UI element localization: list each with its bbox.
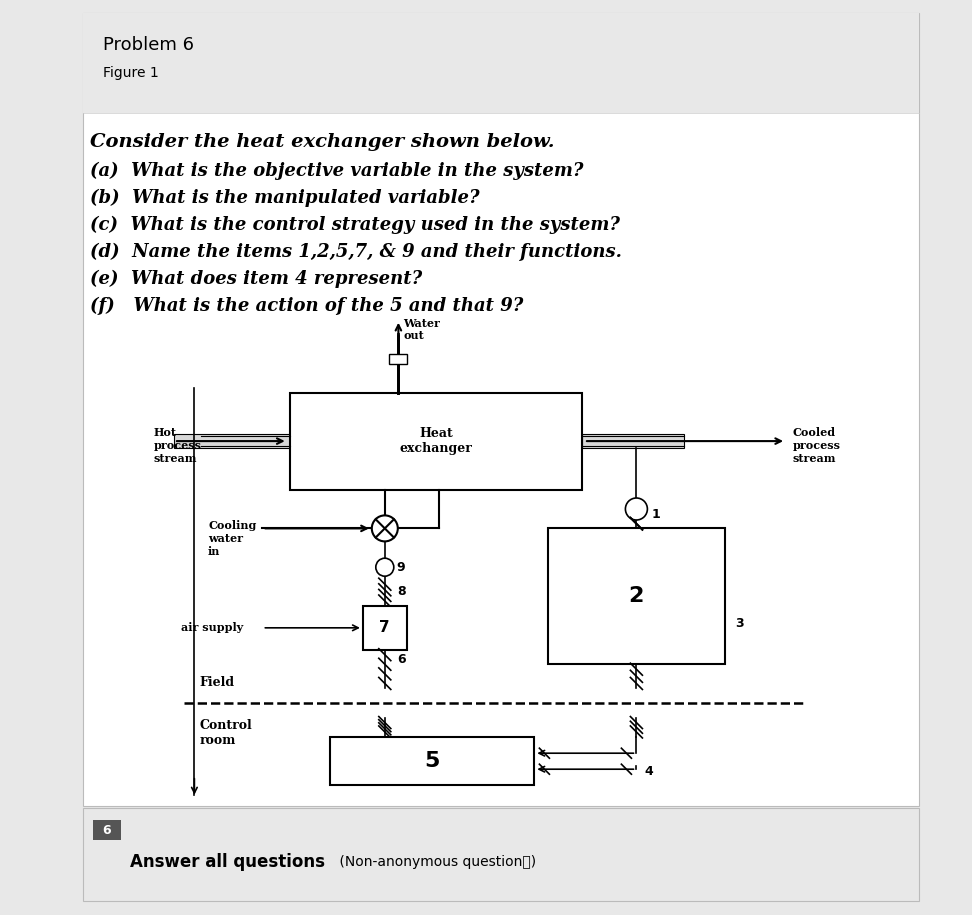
Circle shape bbox=[625, 498, 647, 520]
Text: Hot
process
stream: Hot process stream bbox=[154, 427, 201, 464]
Text: Figure 1: Figure 1 bbox=[103, 66, 158, 80]
Text: (Non-anonymous questionⓘ): (Non-anonymous questionⓘ) bbox=[335, 855, 537, 869]
Text: (d)  Name the items 1,2,5,7, & 9 and their functions.: (d) Name the items 1,2,5,7, & 9 and thei… bbox=[90, 243, 622, 262]
Bar bbox=[83, 808, 919, 901]
Circle shape bbox=[372, 515, 398, 542]
Text: 6: 6 bbox=[103, 824, 112, 836]
Bar bbox=[83, 13, 919, 806]
Bar bbox=[290, 393, 582, 490]
Text: 3: 3 bbox=[735, 617, 744, 630]
Text: (b)  What is the manipulated variable?: (b) What is the manipulated variable? bbox=[90, 189, 479, 208]
Text: 9: 9 bbox=[397, 561, 405, 574]
Bar bbox=[330, 737, 535, 785]
Text: 4: 4 bbox=[644, 765, 653, 778]
Text: 7: 7 bbox=[379, 620, 390, 635]
Bar bbox=[390, 354, 407, 363]
Text: Consider the heat exchanger shown below.: Consider the heat exchanger shown below. bbox=[90, 133, 554, 151]
Text: 5: 5 bbox=[425, 751, 440, 771]
Text: air supply: air supply bbox=[181, 622, 243, 633]
Bar bbox=[93, 820, 121, 840]
Text: Field: Field bbox=[199, 676, 234, 690]
Text: 6: 6 bbox=[397, 652, 405, 666]
Bar bbox=[83, 13, 919, 113]
Text: Answer all questions: Answer all questions bbox=[130, 853, 325, 871]
Text: 8: 8 bbox=[397, 585, 405, 597]
Text: Heat
exchanger: Heat exchanger bbox=[399, 427, 472, 455]
Text: 2: 2 bbox=[629, 587, 644, 607]
Text: (a)  What is the objective variable in the system?: (a) What is the objective variable in th… bbox=[90, 162, 583, 180]
Bar bbox=[363, 606, 407, 650]
Text: Cooled
process
stream: Cooled process stream bbox=[793, 427, 841, 464]
Circle shape bbox=[376, 558, 394, 576]
Text: Control
room: Control room bbox=[199, 719, 252, 747]
Text: 1: 1 bbox=[651, 508, 660, 521]
Text: Cooling
water
in: Cooling water in bbox=[208, 521, 257, 557]
Text: Water
out: Water out bbox=[403, 318, 440, 341]
Bar bbox=[548, 528, 725, 664]
Text: (f)   What is the action of the 5 and that 9?: (f) What is the action of the 5 and that… bbox=[90, 297, 523, 316]
Bar bbox=[174, 434, 290, 448]
Bar bbox=[582, 434, 684, 448]
Text: Problem 6: Problem 6 bbox=[103, 36, 194, 54]
Text: (c)  What is the control strategy used in the system?: (c) What is the control strategy used in… bbox=[90, 216, 620, 234]
Text: (e)  What does item 4 represent?: (e) What does item 4 represent? bbox=[90, 270, 422, 288]
